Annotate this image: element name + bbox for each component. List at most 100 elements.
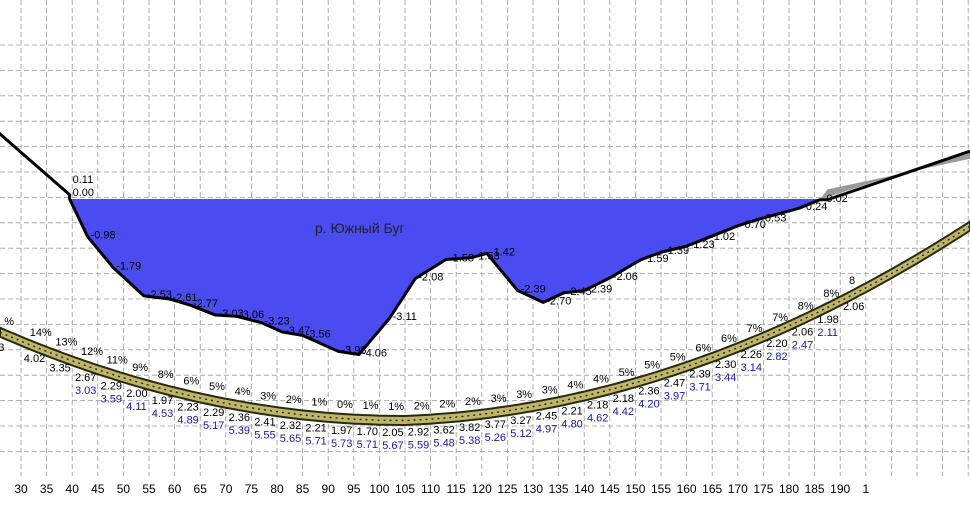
bed-elevation-label: 0.11 <box>73 174 94 186</box>
x-tick-label: 140 <box>574 482 594 496</box>
river-water-area <box>69 199 820 355</box>
bed-elevation-label: -1.59 <box>644 253 669 265</box>
pipe-depth-top-label: 2.36 <box>638 385 659 397</box>
pipe-depth-bottom-label: 5.38 <box>459 435 480 447</box>
x-tick-label: 95 <box>347 482 361 496</box>
pipe-depth-bottom-label: 4.11 <box>126 401 147 413</box>
pipe-depth-top-label: 2.21 <box>305 423 326 435</box>
pipe-slope-label: 4% <box>235 386 251 398</box>
pipe-depth-top-label: 4.02 <box>24 353 45 365</box>
pipe-depth-top-label: 2.47 <box>664 377 685 389</box>
x-tick-label: 170 <box>728 482 748 496</box>
pipe-slope-label: 3% <box>542 385 558 397</box>
pipe-depth-top-label: 2.67 <box>75 372 96 384</box>
pipe-depth-bottom-label: 3.59 <box>101 393 122 405</box>
pipe-slope-label: 6% <box>695 343 711 355</box>
pipe-slope-label: 1% <box>311 397 327 409</box>
pipe-depth-top-label: 2.23 <box>177 402 198 414</box>
pipe-depth-top-label: 3.62 <box>433 425 454 437</box>
x-axis: 30 35 40 45 50 55 60 65 70 75 80 85 90 95 100 105 110 115… <box>14 482 869 496</box>
pipeline-arc <box>0 220 970 426</box>
pipe-depth-top-label: 3.82 <box>459 422 480 434</box>
bed-elevation-label: -2.39 <box>587 284 612 296</box>
bed-elevation-label: -1.58 <box>449 253 474 265</box>
pipe-slope-label: 2% <box>414 400 430 412</box>
x-tick-label: 80 <box>270 482 284 496</box>
pipe-depth-top-label: 3.35 <box>49 363 70 375</box>
pipe-depth-top-label: 2.06 <box>792 326 813 338</box>
x-tick-label: 110 <box>421 482 440 496</box>
bed-elevation-label: -3.98 <box>341 344 366 356</box>
pipe-depth-bottom-label: 2.82 <box>766 351 787 363</box>
pipe-depth-bottom-label: 2.47 <box>792 339 813 351</box>
x-tick-label: 130 <box>523 482 543 496</box>
pipe-depth-top-label: 1.97 <box>331 425 352 437</box>
bed-elevation-label: -1.42 <box>490 246 515 258</box>
pipe-slope-label: 1% <box>363 400 379 412</box>
x-tick-label: 180 <box>779 482 799 496</box>
x-tick-label: 150 <box>625 482 645 496</box>
bed-elevation-label: -0.98 <box>91 230 116 242</box>
x-tick-label: 155 <box>651 482 671 496</box>
x-tick-label: 65 <box>194 482 208 496</box>
pipe-depth-bottom-label: 3.44 <box>715 372 736 384</box>
pipe-depth-bottom-label: 5.55 <box>254 429 275 441</box>
pipe-slope-label: 3% <box>260 390 276 402</box>
pipe-slope-label: 3% <box>516 389 532 401</box>
x-tick-label: 165 <box>702 482 722 496</box>
bed-elevation-label: -3.06 <box>239 309 264 321</box>
pipe-slope-label: 13% <box>55 337 77 349</box>
bed-elevation-label: -2.39 <box>521 284 546 296</box>
bed-elevation-label: -3.56 <box>306 328 331 340</box>
x-tick-label: 145 <box>600 482 620 496</box>
bed-elevation-label: -2.08 <box>418 272 443 284</box>
x-tick-label: 40 <box>66 482 80 496</box>
x-tick-label: 160 <box>677 482 697 496</box>
pipe-depth-bottom-label: 4.53 <box>152 408 173 420</box>
pipe-depth-top-label: 2.00 <box>126 388 147 400</box>
bed-elevation-label: -0.02 <box>823 193 848 205</box>
x-tick-label: 185 <box>805 482 825 496</box>
bed-elevation-labels: 2.270.110.00-0.98-1.79-2.53-2.61-2.77-3.… <box>73 174 848 360</box>
pipe-slope-label: 8% <box>823 288 839 300</box>
pipe-depth-bottom-label: 5.59 <box>408 439 429 451</box>
pipe-slope-label: 11% <box>107 354 128 366</box>
pipe-slope-label: 2% <box>286 394 302 406</box>
pipe-depth-top-label: 2.41 <box>254 416 275 428</box>
pipe-depth-top-label: 1.70 <box>357 426 378 438</box>
x-tick-label: 125 <box>497 482 517 496</box>
pipeline-labels: %314%4.0213%3.3512%2.673.0311%2.293.599%… <box>0 275 864 452</box>
pipe-depth-top-label: 2.36 <box>229 412 250 424</box>
x-tick-label: 115 <box>447 482 466 496</box>
bed-elevation-label: -1.02 <box>710 231 735 243</box>
pipe-depth-top-label: 2.05 <box>382 427 403 439</box>
x-tick-label: 105 <box>395 482 415 496</box>
pipe-depth-bottom-label: 5.67 <box>382 440 403 452</box>
pipe-depth-bottom-label: 5.39 <box>229 425 250 437</box>
pipe-depth-bottom-label: 3.03 <box>75 385 96 397</box>
pipe-slope-label: 12% <box>81 346 103 358</box>
pipe-depth-top-label: 2.39 <box>689 369 710 381</box>
bed-elevation-label: -1.53 <box>475 251 500 263</box>
x-tick-label: 75 <box>245 482 259 496</box>
pipe-slope-label: 8 <box>849 275 855 287</box>
bed-elevation-label: -3.03 <box>219 308 244 320</box>
pipe-slope-label: 7% <box>772 312 788 324</box>
pipe-depth-top-label: 2.21 <box>561 405 582 417</box>
x-tick-label: 135 <box>549 482 569 496</box>
x-tick-label: 35 <box>40 482 54 496</box>
pipe-depth-bottom-label: 5.26 <box>485 432 506 444</box>
bed-elevation-label: -3.23 <box>265 316 290 328</box>
pipe-depth-top-label: 2.26 <box>741 349 762 361</box>
bed-elevation-label: -2.53 <box>147 289 172 301</box>
bed-elevation-label: -3.47 <box>285 325 310 337</box>
x-tick-label: 50 <box>117 482 131 496</box>
pipe-slope-label: 2% <box>465 396 481 408</box>
bed-elevation-label: -2.61 <box>172 292 197 304</box>
x-tick-label: 90 <box>322 482 336 496</box>
pipe-depth-bottom-label: 5.73 <box>331 438 352 450</box>
pipe-depth-bottom-label: 4.42 <box>613 406 634 418</box>
pipe-slope-label: 5% <box>209 381 225 393</box>
x-tick-label: 70 <box>219 482 233 496</box>
pipe-depth-bottom-label: 4.20 <box>638 398 659 410</box>
